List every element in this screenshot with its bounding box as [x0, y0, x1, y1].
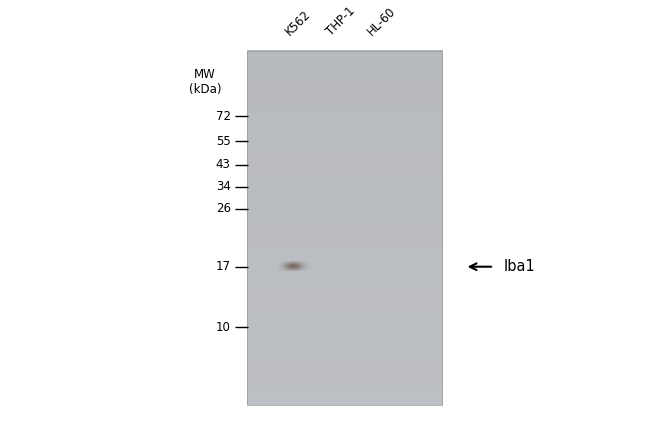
- Text: HL-60: HL-60: [365, 5, 398, 38]
- Text: 72: 72: [216, 110, 231, 122]
- Bar: [247, 51, 442, 405]
- Text: K562: K562: [283, 8, 313, 38]
- Text: 26: 26: [216, 203, 231, 215]
- Text: 43: 43: [216, 158, 231, 171]
- Text: 55: 55: [216, 135, 231, 148]
- Text: Iba1: Iba1: [504, 259, 536, 274]
- Text: THP-1: THP-1: [324, 4, 358, 38]
- Text: 34: 34: [216, 180, 231, 193]
- Text: MW
(kDa): MW (kDa): [188, 68, 221, 95]
- Text: 17: 17: [216, 260, 231, 273]
- Text: 10: 10: [216, 321, 231, 333]
